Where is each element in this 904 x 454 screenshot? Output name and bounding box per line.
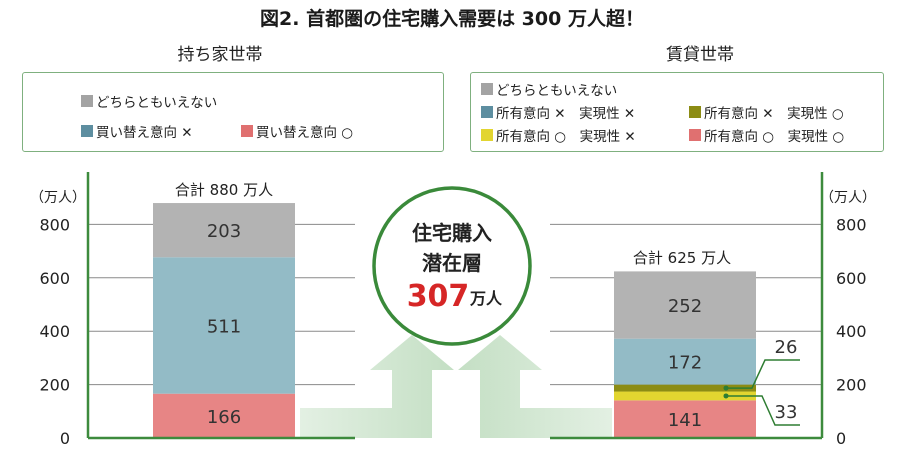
legend-swatch [481,83,493,95]
right-bar-segment [614,391,756,401]
legend-label: 所有意向 ○ 実現性 ○ [704,129,845,145]
legend-item-no-intent: 買い替え意向 ✕ [81,121,193,141]
circle-outline [372,186,532,346]
arrow-right [458,335,612,438]
left-subtitle: 持ち家世帯 [177,45,263,65]
right-data-label: 252 [668,296,702,317]
left-data-label: 203 [207,221,241,242]
right-callout-label: 33 [775,402,798,423]
right-tick-label: 400 [836,322,867,341]
legend-swatch [81,125,93,137]
chart-title: 図2. 首都圏の住宅購入需要は 300 万人超！ [260,8,644,30]
left-bar-segment [153,257,295,394]
legend-item-oo: 所有意向 ○ 実現性 ○ [689,125,844,145]
callout-line [726,359,800,389]
legend-label: どちらともいえない [496,83,618,99]
legend-label: 買い替え意向 ✕ [96,125,193,141]
right-bar-segment [614,271,756,339]
circle-line2: 潜在層 [422,251,482,275]
right-callout-label: 26 [775,337,798,358]
right-tick-label: 600 [836,269,867,288]
legend-swatch [481,106,493,118]
legend-label: 所有意向 ○ 実現性 ✕ [496,129,636,145]
left-total-label: 合計 880 万人 [175,181,273,199]
left-unit-label: （万人） [30,190,86,206]
right-data-label: 141 [668,410,702,431]
legend-item-neutral: どちらともいえない [81,91,217,111]
right-data-label: 172 [668,353,702,374]
right-total-label: 合計 625 万人 [633,249,731,267]
left-data-label: 511 [207,316,241,337]
right-bar-segment [614,400,756,438]
left-tick-label: 200 [39,376,70,395]
legend-item-neutral: どちらともいえない [481,79,617,99]
legend-label: どちらともいえない [96,95,218,111]
right-bar-segment [614,338,756,385]
callout-line [726,395,800,426]
legend-swatch [81,95,93,107]
right-legend: どちらともいえない 所有意向 ✕ 実現性 ✕ 所有意向 ✕ 実現性 ○ 所有意向… [470,72,884,152]
right-tick-label: 800 [836,215,867,234]
left-bar-segment [153,393,295,438]
left-tick-label: 800 [39,215,70,234]
right-unit-label: （万人） [820,190,876,206]
legend-item-intent: 買い替え意向 ○ [241,121,353,141]
legend-swatch [481,129,493,141]
right-tick-label: 200 [836,376,867,395]
legend-swatch [689,129,701,141]
left-bar-segment [153,203,295,258]
left-tick-label: 400 [39,322,70,341]
right-tick-label: 0 [836,429,846,448]
legend-label: 買い替え意向 ○ [256,125,354,141]
left-tick-label: 600 [39,269,70,288]
left-data-label: 166 [207,407,241,428]
legend-item-xo: 所有意向 ✕ 実現性 ○ [689,102,844,122]
legend-item-ox: 所有意向 ○ 実現性 ✕ [481,125,636,145]
right-bar-segment [614,384,756,392]
circle-line1: 住宅購入 [412,221,492,245]
right-subtitle: 賃貸世帯 [666,45,734,65]
legend-label: 所有意向 ✕ 実現性 ✕ [496,106,636,122]
legend-swatch [241,125,253,137]
left-legend: どちらともいえない 買い替え意向 ✕ 買い替え意向 ○ [22,72,444,152]
legend-label: 所有意向 ✕ 実現性 ○ [704,106,844,122]
left-tick-label: 0 [60,429,70,448]
legend-swatch [689,106,701,118]
legend-item-xx: 所有意向 ✕ 実現性 ✕ [481,102,635,122]
circle-unit: 万人 [469,289,503,308]
arrow-left [300,335,454,438]
circle-value: 307 [407,279,470,314]
